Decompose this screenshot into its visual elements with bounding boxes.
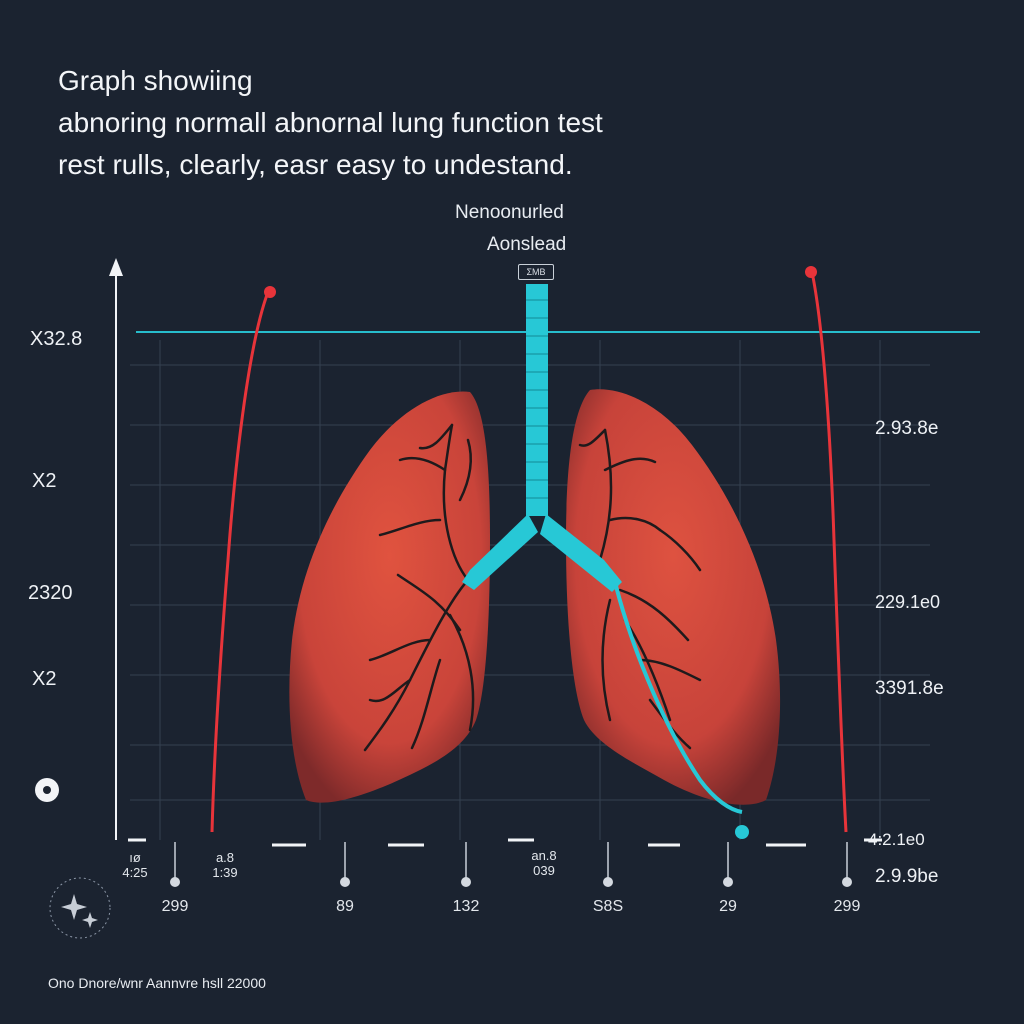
x-axis-segments <box>128 838 882 847</box>
title-line-3: rest rulls, clearly, easr easy to undest… <box>58 149 573 180</box>
right-axis-label: 4:2.1e0 <box>868 830 925 849</box>
left-axis-label: X2 <box>32 470 57 492</box>
right-axis-label: 2.93.8e <box>875 418 939 439</box>
trachea <box>462 284 749 839</box>
x-tick-label: 132 <box>452 898 480 915</box>
bottom-top-label: an.8 039 <box>531 848 557 878</box>
circle-marker-icon <box>35 778 59 802</box>
right-axis-label: 3391.8e <box>875 678 944 699</box>
right-axis-label: 229.1e0 <box>875 592 941 612</box>
left-lung <box>289 391 490 803</box>
x-tick-label: S8S <box>592 898 624 915</box>
title-line-1: Graph showiing <box>58 65 253 96</box>
x-ticks <box>174 842 848 878</box>
title-line-2: abnoring normall abnornal lung function … <box>58 107 603 138</box>
right-lung <box>566 389 781 805</box>
left-axis-label: X32.8 <box>30 328 83 350</box>
right-axis-label: 2.9.9be <box>875 866 939 887</box>
x-tick-label: 299 <box>833 898 861 915</box>
x-tick-label: 89 <box>336 898 354 915</box>
airway-label-box: ΣΜΒ <box>518 264 554 280</box>
graph-title: Graph showiing abnoring normall abnornal… <box>58 60 603 186</box>
footer-text: Ono Dnore/wnr Aannvre hsll 22000 <box>48 975 266 991</box>
left-bronchi <box>363 423 475 752</box>
x-tick-label: 29 <box>719 898 737 915</box>
x-tick-dots <box>170 877 852 887</box>
left-axis-label: X2 <box>32 668 57 690</box>
bottom-top-label: a.8 1:39 <box>212 850 238 880</box>
x-tick-label: 299 <box>161 898 189 915</box>
center-label-top: Nenoonurled <box>455 202 564 223</box>
up-arrow-icon <box>109 258 123 276</box>
ai-sparkle-icon <box>49 877 111 939</box>
center-label-bottom: Aonslead <box>487 234 567 255</box>
left-axis-label: 2320 <box>28 582 73 604</box>
right-red-dot <box>805 266 817 278</box>
bottom-top-label: ıø 4:25 <box>122 850 148 880</box>
left-red-dot <box>264 286 276 298</box>
right-red-line <box>810 271 848 833</box>
left-red-line <box>210 291 270 833</box>
